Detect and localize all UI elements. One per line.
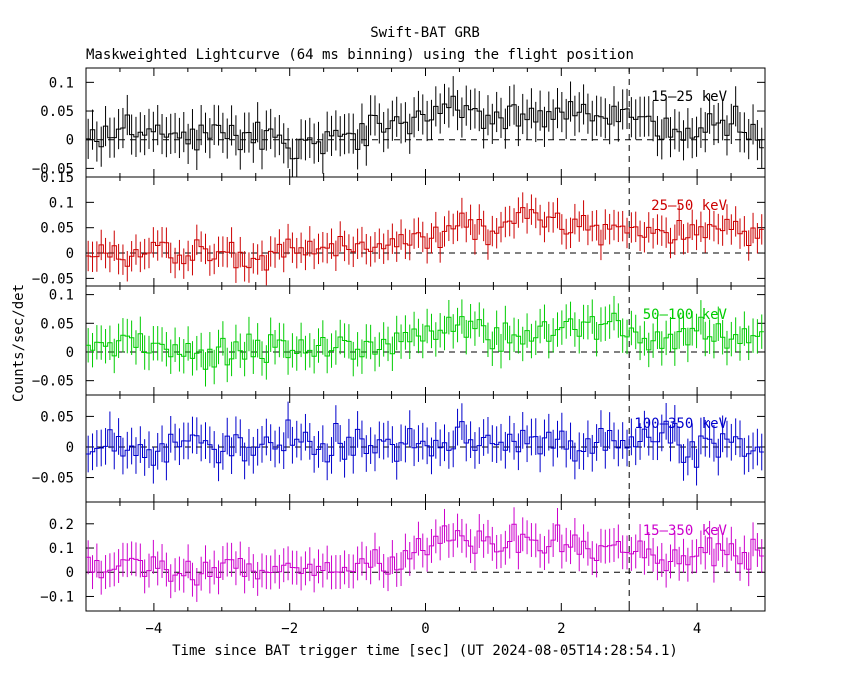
x-axis-label: Time since BAT trigger time [sec] (UT 20…: [172, 643, 678, 659]
y-tick-label: 0.1: [49, 541, 74, 557]
band-label: 25–50 keV: [651, 198, 727, 214]
y-tick-label: −0.05: [32, 161, 74, 177]
x-tick-label: −2: [281, 621, 298, 637]
y-tick-label: 0.15: [40, 170, 74, 186]
y-tick-label: 0.1: [49, 288, 74, 304]
y-tick-label: −0.1: [40, 589, 74, 605]
y-tick-label: 0: [66, 345, 74, 361]
y-axis-label: Counts/sec/det: [11, 284, 27, 402]
panels-group: −0.05 0 0.05 0.1 15–25 keV −0.05 0 0.05 0.1 0.15 2…: [32, 67, 766, 637]
x-tick-label: 0: [421, 621, 429, 637]
y-tick-label: 0.05: [40, 221, 74, 237]
series-line: [86, 207, 764, 271]
y-tick-label: 0.1: [49, 195, 74, 211]
series-line: [86, 95, 764, 160]
y-tick-label: 0.05: [40, 104, 74, 120]
x-tick-label: 4: [693, 621, 701, 637]
y-tick-label: −0.05: [32, 471, 74, 487]
y-tick-label: 0: [66, 565, 74, 581]
y-tick-label: 0: [66, 133, 74, 149]
y-tick-label: −0.05: [32, 271, 74, 287]
band-label: 15–350 keV: [643, 523, 728, 539]
x-tick-label: 2: [557, 621, 565, 637]
band-label: 15–25 keV: [651, 89, 727, 105]
band-label: 100–350 keV: [634, 416, 727, 432]
y-tick-label: 0: [66, 440, 74, 456]
band-label: 50–100 keV: [643, 307, 728, 323]
series-line: [86, 312, 764, 370]
figure-title: Swift-BAT GRB: [370, 25, 480, 41]
series-line: [86, 523, 764, 586]
y-tick-label: 0.2: [49, 517, 74, 533]
y-tick-label: 0.05: [40, 409, 74, 425]
series-line: [86, 419, 764, 468]
y-tick-label: −0.05: [32, 374, 74, 390]
x-tick-label: −4: [145, 621, 162, 637]
y-tick-label: 0: [66, 246, 74, 262]
y-tick-label: 0.05: [40, 316, 74, 332]
figure-subtitle: Maskweighted Lightcurve (64 ms binning) …: [86, 47, 634, 63]
y-tick-label: 0.1: [49, 75, 74, 91]
